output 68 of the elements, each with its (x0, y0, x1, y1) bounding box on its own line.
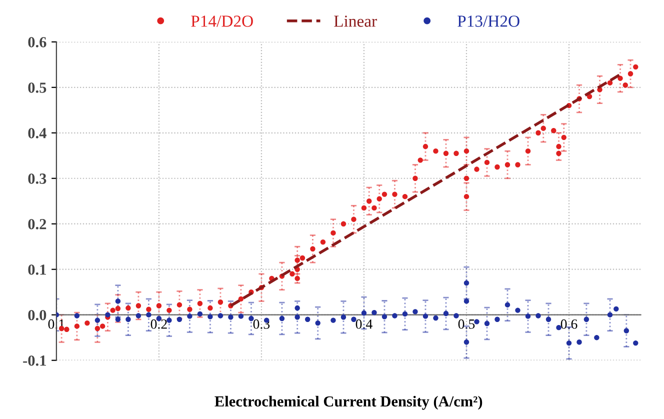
point (304, 316, 310, 322)
point (515, 308, 520, 313)
point (208, 314, 213, 320)
point (504, 302, 510, 308)
point (351, 316, 356, 322)
x-tick-label: 0.2 (150, 319, 167, 329)
point (74, 313, 80, 318)
point (238, 314, 244, 319)
point (136, 313, 142, 318)
point (494, 316, 500, 322)
point (228, 314, 234, 320)
legend-label: Linear (334, 16, 377, 27)
point (464, 280, 470, 286)
x-tick-label: 0.4 (356, 319, 372, 329)
point (115, 298, 121, 304)
point (422, 314, 428, 319)
point (105, 312, 110, 318)
point (330, 318, 336, 323)
y-tick-label: 0.6 (28, 37, 46, 48)
point (443, 310, 449, 316)
point (372, 310, 377, 316)
point (94, 318, 100, 323)
point (546, 316, 552, 322)
point (484, 320, 490, 326)
point (248, 316, 254, 322)
point (146, 312, 152, 318)
point (294, 314, 300, 320)
y-tick-label: 0.5 (28, 82, 46, 93)
point (607, 312, 613, 318)
point (536, 313, 541, 318)
y-tick-label: 0.2 (28, 219, 46, 230)
point (464, 298, 470, 304)
point (315, 320, 320, 326)
point (294, 305, 300, 311)
point (382, 314, 388, 320)
point (392, 313, 398, 318)
point (594, 334, 600, 340)
x-tick-label: 0.6 (560, 319, 578, 329)
y-tick-label: -0.1 (23, 355, 46, 366)
y-tick-label: 0.0 (28, 310, 46, 320)
x-axis-title: Electrochemical Current Density (A/cm²) (214, 396, 482, 410)
point (525, 314, 531, 319)
point (340, 314, 346, 320)
point (115, 316, 121, 322)
point (464, 340, 470, 345)
point (614, 306, 619, 312)
point (633, 340, 638, 346)
point (187, 314, 192, 319)
point (433, 315, 438, 321)
point (402, 311, 408, 317)
legend-label: P13/H2O (458, 16, 520, 27)
point (166, 318, 172, 323)
point (566, 340, 572, 346)
y-tick-label: 0.3 (28, 174, 46, 184)
point (454, 313, 459, 318)
y-tick-label: 0.1 (28, 264, 46, 275)
point (361, 310, 367, 316)
point (576, 340, 582, 345)
legend-label: P14/D2O (191, 16, 253, 27)
point (624, 328, 630, 334)
point (279, 316, 285, 322)
x-tick-label: 0.5 (458, 319, 475, 329)
point (584, 316, 590, 322)
y-tick-label: 0.4 (28, 128, 46, 138)
point (126, 316, 131, 322)
point (412, 309, 418, 314)
point (197, 311, 203, 317)
point (176, 316, 182, 322)
